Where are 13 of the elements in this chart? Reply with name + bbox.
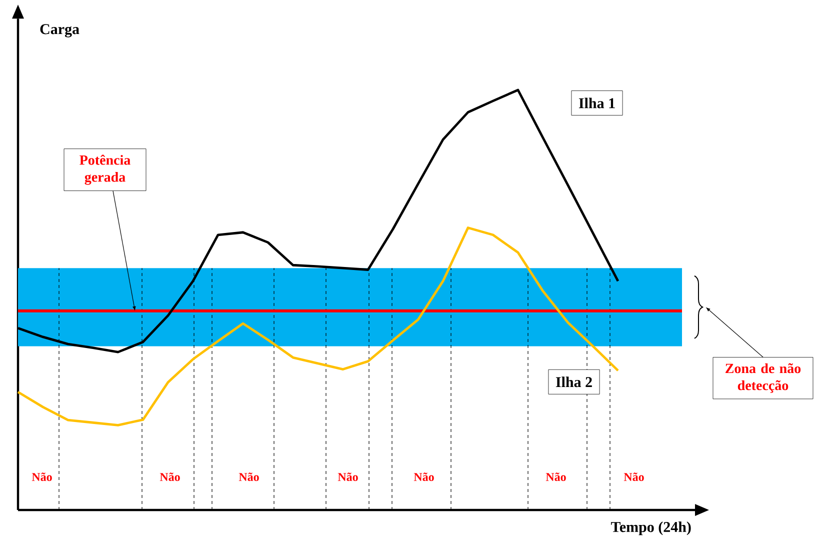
- x-axis-title: Tempo (24h): [610, 522, 691, 536]
- ref-line-label: Potência gerada: [80, 154, 130, 185]
- text: Zona de não detecção: [726, 363, 801, 393]
- annotation: Não: [414, 472, 434, 482]
- annotation: Não: [546, 472, 566, 482]
- annotation: Não: [338, 472, 358, 482]
- annotation: Não: [624, 472, 644, 482]
- y-axis-title: Carga: [40, 24, 80, 38]
- annotation: Não: [32, 472, 52, 482]
- series-label: Ilha 2: [556, 376, 592, 388]
- text: Ilha 1: [578, 98, 615, 108]
- annotation: Não: [160, 472, 180, 482]
- annotation: Não: [238, 472, 259, 482]
